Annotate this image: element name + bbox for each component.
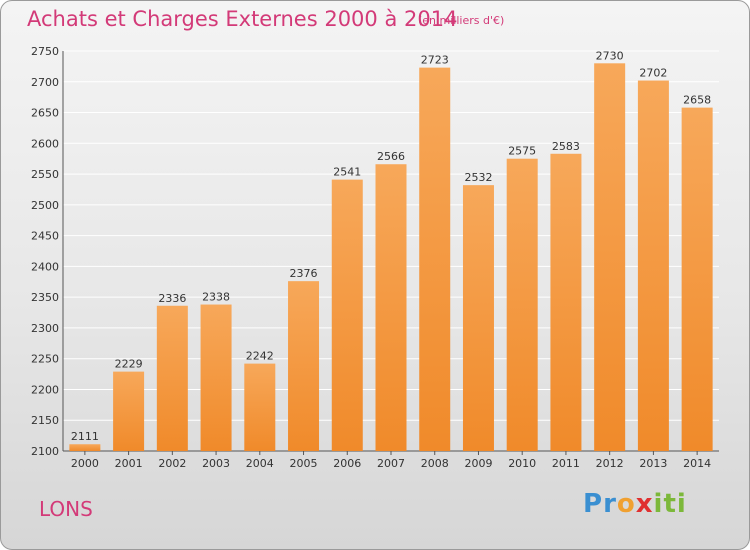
logo-letter: P [583, 489, 604, 519]
x-tick-label: 2007 [377, 457, 405, 470]
logo-letter: i [676, 489, 687, 519]
bar [637, 80, 669, 452]
data-label: 2376 [290, 267, 318, 280]
data-label: 2336 [158, 292, 186, 305]
logo-letter: t [663, 489, 677, 519]
data-label: 2111 [71, 430, 99, 443]
y-tick-label: 2750 [31, 45, 59, 58]
y-tick-label: 2600 [31, 137, 59, 150]
data-label: 2723 [421, 54, 449, 67]
bar [594, 63, 626, 452]
y-tick-label: 2550 [31, 168, 59, 181]
y-tick-label: 2450 [31, 230, 59, 243]
proxiti-logo: Proxiti [583, 489, 687, 519]
x-tick-label: 2008 [421, 457, 449, 470]
x-tick-label: 2006 [333, 457, 361, 470]
logo-letter: r [603, 489, 617, 519]
data-label: 2229 [115, 358, 143, 371]
x-tick-label: 2012 [596, 457, 624, 470]
y-tick-label: 2500 [31, 199, 59, 212]
chart-title: Achats et Charges Externes 2000 à 2014 [27, 7, 458, 31]
x-tick-label: 2013 [639, 457, 667, 470]
data-label: 2532 [464, 171, 492, 184]
bar [462, 185, 494, 451]
x-tick-label: 2000 [71, 457, 99, 470]
data-label: 2575 [508, 145, 536, 158]
logo-letter: o [616, 489, 636, 519]
bar [288, 281, 320, 451]
chart-subtitle: (en milliers d'€) [418, 14, 505, 27]
bar [375, 164, 407, 451]
x-tick-label: 2002 [158, 457, 186, 470]
bar [244, 363, 276, 451]
x-tick-label: 2005 [290, 457, 318, 470]
y-tick-label: 2300 [31, 322, 59, 335]
bar [419, 67, 451, 451]
commune-name: LONS [39, 497, 93, 521]
bar [113, 371, 145, 451]
x-tick-label: 2003 [202, 457, 230, 470]
data-label: 2658 [683, 94, 711, 107]
y-tick-label: 2200 [31, 383, 59, 396]
y-tick-label: 2250 [31, 353, 59, 366]
data-label: 2730 [596, 49, 624, 62]
data-label: 2338 [202, 291, 230, 304]
data-label: 2583 [552, 140, 580, 153]
y-tick-label: 2700 [31, 76, 59, 89]
x-tick-label: 2011 [552, 457, 580, 470]
bar [156, 305, 188, 451]
bar [331, 179, 363, 451]
data-label: 2566 [377, 150, 405, 163]
y-tick-label: 2650 [31, 107, 59, 120]
x-tick-label: 2014 [683, 457, 711, 470]
y-tick-label: 2350 [31, 291, 59, 304]
y-tick-label: 2150 [31, 414, 59, 427]
data-label: 2702 [639, 67, 667, 80]
x-tick-label: 2009 [464, 457, 492, 470]
y-tick-label: 2100 [31, 445, 59, 458]
logo-letter: x [635, 489, 654, 519]
bar [506, 158, 538, 451]
x-tick-label: 2010 [508, 457, 536, 470]
bar [681, 107, 713, 451]
logo-letter: i [653, 489, 664, 519]
y-tick-label: 2400 [31, 260, 59, 273]
bar [200, 304, 232, 451]
data-label: 2541 [333, 166, 361, 179]
x-tick-label: 2001 [115, 457, 143, 470]
bar [550, 153, 582, 451]
x-tick-label: 2004 [246, 457, 274, 470]
data-label: 2242 [246, 350, 274, 363]
bar [69, 444, 101, 451]
